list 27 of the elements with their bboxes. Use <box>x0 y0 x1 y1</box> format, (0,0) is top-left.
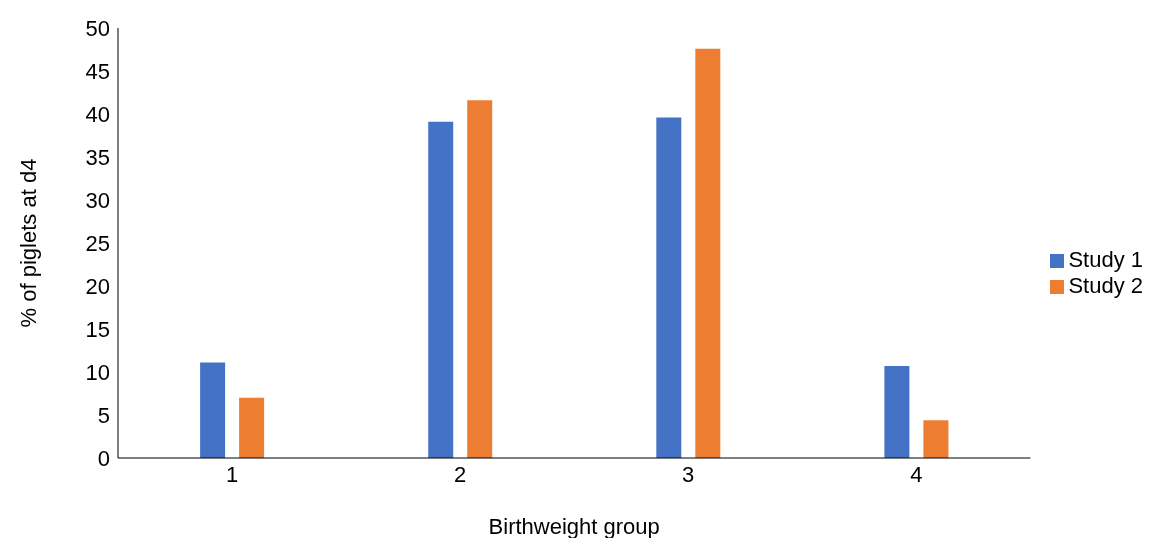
legend-label: Study 2 <box>1068 273 1143 298</box>
x-tick-label: 4 <box>910 461 923 487</box>
y-axis-title: % of piglets at d4 <box>15 158 41 328</box>
y-tick-label: 25 <box>85 230 110 256</box>
x-tick-label: 2 <box>454 461 467 487</box>
y-tick-label: 35 <box>85 144 110 170</box>
y-tick-label: 40 <box>85 101 110 127</box>
y-tick-label: 50 <box>85 15 110 41</box>
y-tick-label: 10 <box>85 359 110 385</box>
y-tick-label: 30 <box>85 187 110 213</box>
bar <box>884 365 910 458</box>
bar <box>200 362 226 458</box>
bar <box>428 121 454 458</box>
bar <box>239 397 265 458</box>
x-tick-label: 3 <box>682 461 695 487</box>
y-tick-label: 15 <box>85 316 110 342</box>
x-tick-label: 1 <box>225 461 239 487</box>
y-tick-label: 45 <box>85 58 110 84</box>
bar <box>467 100 493 458</box>
x-axis-title: Birthweight group <box>488 513 660 538</box>
y-tick-label: 20 <box>85 273 110 299</box>
y-tick-label: 5 <box>97 402 110 428</box>
bar <box>695 48 721 458</box>
bar <box>656 117 682 458</box>
y-tick-label: 0 <box>97 445 110 471</box>
bar <box>923 420 949 458</box>
legend-label: Study 1 <box>1068 247 1143 272</box>
